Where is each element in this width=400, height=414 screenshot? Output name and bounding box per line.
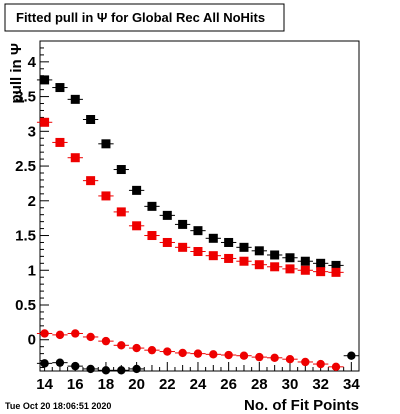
red-circle-point bbox=[301, 357, 310, 367]
black-circle-point bbox=[71, 361, 80, 371]
red-square-point bbox=[193, 247, 203, 257]
y-tick-label: 0.5 bbox=[15, 297, 36, 314]
black-square-point bbox=[162, 210, 172, 220]
y-tick-label: 1 bbox=[28, 262, 36, 279]
red-square-point bbox=[270, 262, 280, 272]
red-square-point bbox=[239, 256, 249, 266]
red-circle-point bbox=[178, 348, 187, 358]
black-circle-point bbox=[101, 366, 111, 375]
red-square-point bbox=[86, 176, 96, 186]
x-tick-label: 14 bbox=[36, 376, 53, 393]
red-square-point bbox=[55, 137, 65, 147]
timestamp-footer: Tue Oct 20 18:06:51 2020 bbox=[5, 401, 111, 411]
x-tick-label: 18 bbox=[98, 376, 115, 393]
data-marks-group bbox=[36, 75, 359, 375]
x-tick-label: 34 bbox=[343, 376, 360, 393]
black-square-point bbox=[193, 226, 203, 236]
red-circle-point bbox=[132, 343, 141, 353]
x-tick-label: 28 bbox=[251, 376, 268, 393]
black-square-point bbox=[132, 185, 142, 195]
red-circle-point bbox=[86, 332, 95, 342]
red-square-point bbox=[208, 251, 218, 261]
red-square-point bbox=[285, 264, 295, 274]
plot-frame bbox=[39, 40, 360, 372]
red-circle-point bbox=[285, 354, 295, 364]
red-square-point bbox=[162, 237, 172, 247]
black-square-point bbox=[86, 115, 96, 125]
y-axis-label: pull in Ψ bbox=[8, 43, 25, 103]
red-square-point bbox=[101, 191, 111, 201]
black-circle-point bbox=[40, 359, 49, 368]
red-circle-point bbox=[193, 349, 203, 358]
x-axis-label: No. of Fit Points bbox=[244, 397, 359, 414]
red-circle-point bbox=[316, 359, 325, 369]
red-square-point bbox=[147, 231, 157, 241]
red-circle-point bbox=[331, 362, 341, 372]
x-tick-label: 20 bbox=[128, 376, 145, 393]
red-square-point bbox=[178, 242, 188, 252]
red-circle-point bbox=[255, 352, 264, 362]
red-circle-point bbox=[209, 350, 218, 359]
red-circle-point bbox=[71, 329, 80, 338]
black-square-point bbox=[316, 258, 326, 268]
red-square-point bbox=[331, 267, 341, 277]
red-square-point bbox=[70, 153, 80, 163]
red-circle-point bbox=[40, 329, 49, 338]
y-tick-label: 4 bbox=[28, 54, 37, 71]
x-tick-label: 26 bbox=[220, 376, 237, 393]
chart-title: Fitted pull in Ψ for Global Rec All NoHi… bbox=[16, 10, 265, 25]
red-square-point bbox=[254, 260, 264, 270]
y-tick-label: 1.5 bbox=[15, 228, 36, 245]
black-circle-point bbox=[55, 358, 65, 367]
red-circle-point bbox=[224, 350, 233, 360]
black-square-point bbox=[70, 94, 80, 104]
y-tick-label: 2 bbox=[28, 193, 36, 210]
red-circle-point bbox=[163, 347, 172, 356]
black-square-point bbox=[147, 201, 157, 211]
x-tick-label: 32 bbox=[312, 376, 329, 393]
red-circle-point bbox=[55, 330, 65, 340]
red-square-point bbox=[132, 221, 142, 231]
x-tick-label: 30 bbox=[282, 376, 299, 393]
black-square-point bbox=[101, 139, 111, 149]
x-tick-label: 22 bbox=[159, 376, 176, 393]
y-tick-label: 3.5 bbox=[15, 89, 36, 106]
black-circle-point bbox=[117, 366, 126, 375]
black-square-point bbox=[254, 246, 264, 256]
red-circle-point bbox=[101, 336, 111, 346]
black-square-point bbox=[55, 83, 65, 93]
black-square-point bbox=[285, 253, 295, 263]
black-square-point bbox=[116, 165, 126, 175]
black-square-point bbox=[331, 260, 341, 270]
y-tick-label: 0 bbox=[28, 332, 36, 349]
red-square-point bbox=[116, 207, 126, 217]
red-square-point bbox=[224, 253, 234, 263]
title-box-frame bbox=[4, 3, 285, 32]
red-circle-point bbox=[147, 345, 157, 355]
black-circle-point bbox=[86, 364, 95, 374]
red-circle-point bbox=[270, 353, 279, 362]
red-square-point bbox=[300, 265, 310, 275]
red-circle-point bbox=[117, 341, 126, 350]
x-tick-label: 24 bbox=[190, 376, 207, 393]
x-tick-label: 16 bbox=[67, 376, 84, 393]
black-square-point bbox=[208, 233, 218, 243]
red-circle-point bbox=[239, 351, 249, 360]
black-square-point bbox=[239, 242, 249, 252]
red-square-point bbox=[40, 117, 50, 127]
black-square-point bbox=[300, 256, 310, 266]
black-square-point bbox=[224, 237, 234, 247]
black-square-point bbox=[178, 219, 188, 229]
title-box: Fitted pull in Ψ for Global Rec All NoHi… bbox=[4, 3, 285, 32]
red-square-point bbox=[316, 267, 326, 277]
y-tick-label: 2.5 bbox=[15, 158, 36, 175]
y-tick-label: 3 bbox=[28, 123, 36, 140]
black-circle-point bbox=[132, 364, 141, 374]
black-square-point bbox=[40, 75, 50, 85]
black-circle-point bbox=[347, 351, 356, 360]
black-square-point bbox=[270, 250, 280, 260]
